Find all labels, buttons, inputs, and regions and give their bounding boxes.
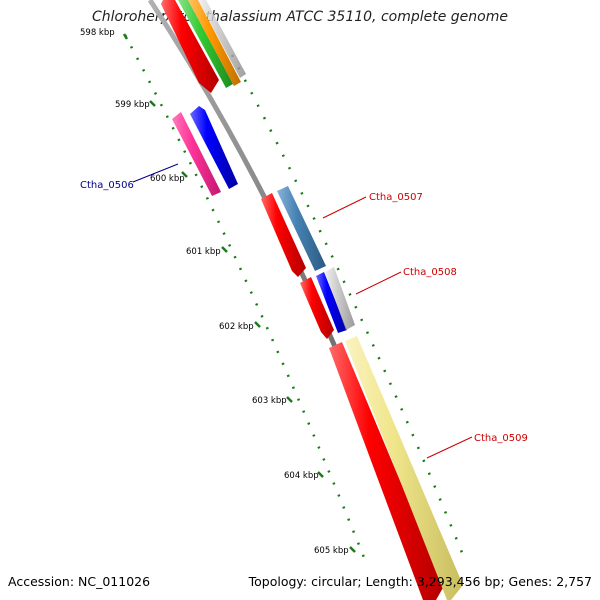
gene-label-ctha-0506[interactable]: Ctha_0506 <box>80 180 134 191</box>
tick-label: 599 kbp <box>115 100 150 110</box>
gene-group-0507[interactable] <box>261 186 326 277</box>
gene-labels: Ctha_0506 Ctha_0507 Ctha_0508 Ctha_0509 <box>80 180 528 444</box>
tick-label: 603 kbp <box>252 396 287 406</box>
gene-red-0509[interactable] <box>329 342 444 600</box>
accession-label: Accession: NC_011026 <box>8 574 151 589</box>
tick-label: 600 kbp <box>150 174 185 184</box>
gene-group-0506[interactable] <box>172 106 238 196</box>
gene-red-0507[interactable] <box>261 193 306 277</box>
tick-label: 601 kbp <box>186 247 221 257</box>
gene-orange-top[interactable] <box>188 0 241 86</box>
gene-red-top[interactable] <box>161 0 219 93</box>
gene-blue-0508[interactable] <box>316 272 347 333</box>
gene-label-ctha-0507[interactable]: Ctha_0507 <box>369 192 423 203</box>
genome-backbone <box>147 0 433 600</box>
gene-magenta[interactable] <box>172 112 221 196</box>
tick-label: 604 kbp <box>284 471 319 481</box>
tick-label: 605 kbp <box>314 546 349 556</box>
gene-label-ctha-0509[interactable]: Ctha_0509 <box>474 433 528 444</box>
gene-group-0509[interactable] <box>329 336 463 600</box>
genome-stats: Topology: circular; Length: 3,293,456 bp… <box>248 574 592 589</box>
gene-blue-0506[interactable] <box>190 106 238 189</box>
gene-group-0508[interactable] <box>300 267 355 339</box>
gene-gray-0508[interactable] <box>325 267 355 330</box>
gene-red-0508[interactable] <box>300 277 334 339</box>
tick-label: 598 kbp <box>80 28 115 38</box>
gene-khaki-0509[interactable] <box>345 336 463 600</box>
gene-steelblue-0507[interactable] <box>277 186 326 271</box>
gene-label-ctha-0508[interactable]: Ctha_0508 <box>403 267 457 278</box>
tick-label: 602 kbp <box>219 322 254 332</box>
major-ticks <box>122 33 356 553</box>
top-genes[interactable] <box>161 0 246 93</box>
gene-gray-top[interactable] <box>198 0 246 78</box>
gene-green-top[interactable] <box>178 0 233 88</box>
gene-leader-lines <box>132 163 473 459</box>
tick-labels: 598 kbp 599 kbp 600 kbp 601 kbp 602 kbp … <box>80 28 349 556</box>
